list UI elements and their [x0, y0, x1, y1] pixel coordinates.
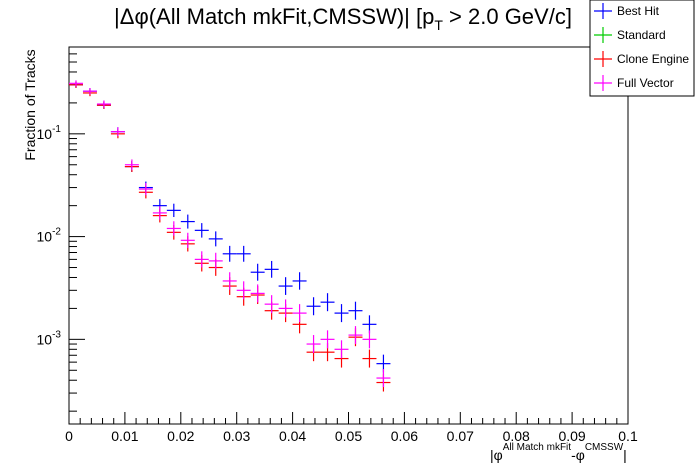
data-point: [180, 214, 195, 229]
data-point: [208, 231, 223, 247]
y-tick-label: 10-1: [37, 124, 62, 142]
series-clone-engine: [69, 81, 391, 392]
data-series: [69, 80, 391, 392]
chart-title: |Δφ(All Match mkFit,CMSSW)| [pT > 2.0 Ge…: [114, 4, 572, 33]
data-point: [208, 252, 223, 270]
data-point: [292, 272, 307, 290]
x-tick-label: 0.08: [503, 428, 530, 444]
legend-item-standard: Standard: [594, 27, 666, 43]
data-point: [250, 263, 265, 281]
y-axis: 10-3 10-2 10-1: [37, 53, 85, 412]
data-point: [124, 159, 139, 171]
x-tick-label: 0.04: [279, 428, 306, 444]
data-point: [96, 100, 111, 108]
x-axis-title: |φAll Match mkFit-φCMSSW|: [490, 442, 627, 463]
x-tick-label: 0.05: [335, 428, 362, 444]
data-point: [320, 293, 335, 312]
legend-label: Standard: [617, 28, 666, 42]
data-point: [222, 245, 237, 262]
data-point: [194, 223, 209, 238]
data-point: [180, 232, 195, 248]
data-point: [166, 221, 181, 236]
legend-label: Best Hit: [617, 4, 660, 18]
x-tick-label: 0.01: [111, 428, 138, 444]
data-point: [236, 281, 251, 300]
series-best-hit: [69, 81, 391, 373]
legend-label: Clone Engine: [617, 52, 689, 66]
data-point: [236, 245, 251, 262]
data-point: [320, 330, 335, 349]
plot-frame: [68, 46, 629, 425]
series-full-vector: [69, 80, 391, 388]
x-tick-label: 0.06: [391, 428, 418, 444]
data-point: [194, 251, 209, 268]
x-tick-label: 0: [65, 428, 73, 444]
data-point: [278, 299, 293, 318]
data-point: [152, 206, 167, 220]
data-point: [334, 340, 349, 359]
data-point: [334, 304, 349, 323]
data-point: [250, 284, 265, 303]
x-tick-label: 0.03: [223, 428, 250, 444]
x-tick-label: 0.1: [618, 428, 638, 444]
legend-item-best-hit: Best Hit: [594, 3, 660, 19]
data-point: [110, 127, 125, 137]
data-point: [222, 272, 237, 290]
data-point: [348, 326, 363, 345]
legend-box: [589, 0, 695, 97]
x-tick-label: 0.09: [558, 428, 585, 444]
y-axis-title: Fraction of Tracks: [22, 49, 38, 160]
data-point: [166, 203, 181, 218]
data-point: [362, 330, 377, 349]
legend-item-full-vector: Full Vector: [594, 75, 674, 91]
data-point: [292, 304, 307, 323]
data-point: [138, 183, 153, 196]
data-point: [362, 315, 377, 334]
data-point: [376, 369, 391, 388]
data-point: [69, 80, 83, 87]
data-point: [306, 297, 321, 316]
data-point: [264, 295, 279, 314]
legend: Best Hit Standard Clone Engine Full Vector: [589, 0, 695, 97]
data-point: [362, 349, 377, 368]
data-point: [306, 335, 321, 354]
data-point: [348, 301, 363, 320]
data-point: [82, 88, 97, 95]
x-tick-label: 0.07: [447, 428, 474, 444]
x-tick-label: 0.02: [167, 428, 194, 444]
legend-item-clone-engine: Clone Engine: [594, 51, 689, 67]
y-tick-label: 10-2: [37, 227, 62, 245]
x-axis: 0 0.01 0.02 0.03 0.04 0.05 0.06 0.07 0.08 0.09 0.1: [65, 412, 638, 444]
data-point: [264, 260, 279, 278]
legend-label: Full Vector: [617, 76, 674, 90]
data-point: [278, 277, 293, 295]
y-tick-label: 10-3: [37, 329, 62, 347]
